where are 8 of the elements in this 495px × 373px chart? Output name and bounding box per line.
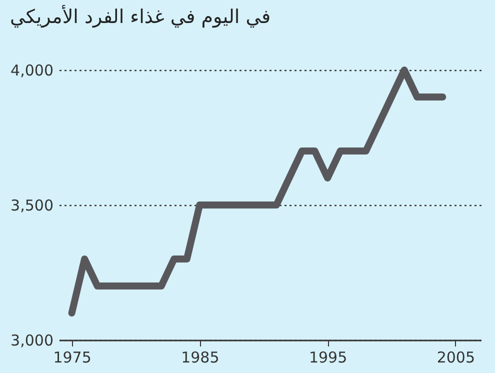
y-tick-label: 4,000	[10, 62, 54, 80]
x-tick-label: 1985	[181, 348, 220, 366]
chart-title: في اليوم في غذاء الفرد الأمريكي	[10, 4, 271, 28]
y-tick-label: 3,000	[10, 332, 54, 350]
y-tick-label: 3,500	[10, 196, 54, 214]
x-tick-label: 2005	[436, 348, 476, 366]
x-tick-label: 1975	[53, 348, 92, 366]
x-tick-label: 1995	[308, 348, 348, 366]
